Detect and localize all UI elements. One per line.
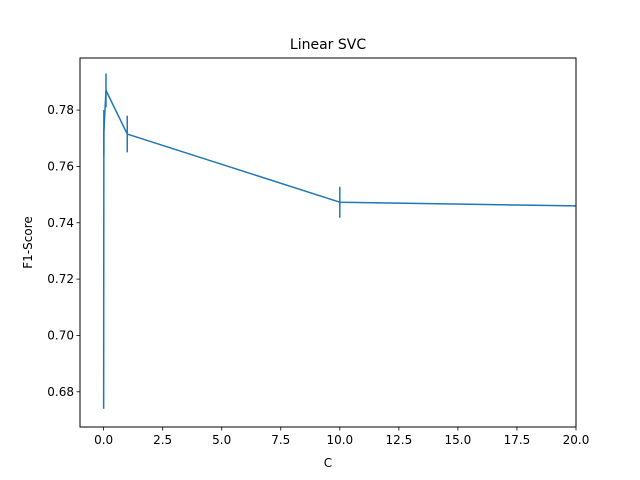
- x-tick-label: 2.5: [153, 433, 172, 447]
- y-tick-label: 0.78: [47, 103, 74, 117]
- x-tick-label: 12.5: [385, 433, 412, 447]
- y-tick-label: 0.68: [47, 385, 74, 399]
- tick-layer: 0.0 2.5 5.0 7.5 10.0 12.5 15.0 17.5 20.0 0.68 0.70…: [47, 103, 589, 447]
- series-line: [102, 89, 577, 409]
- x-tick-label: 20.0: [563, 433, 590, 447]
- y-tick-label: 0.76: [47, 159, 74, 173]
- x-tick-label: 17.5: [504, 433, 531, 447]
- plot-layer: [102, 73, 577, 409]
- x-tick-label: 15.0: [445, 433, 472, 447]
- y-tick-label: 0.70: [47, 328, 74, 342]
- chart-title: Linear SVC: [290, 37, 366, 53]
- y-tick-label: 0.72: [47, 272, 74, 286]
- y-tick-label: 0.74: [47, 216, 74, 230]
- x-tick-label: 0.0: [94, 433, 113, 447]
- x-tick-label: 10.0: [326, 433, 353, 447]
- x-tick-label: 5.0: [212, 433, 231, 447]
- x-tick-label: 7.5: [271, 433, 290, 447]
- axes-frame: [79, 57, 577, 428]
- y-axis-label: F1-Score: [21, 216, 35, 268]
- x-axis-label: C: [324, 456, 332, 470]
